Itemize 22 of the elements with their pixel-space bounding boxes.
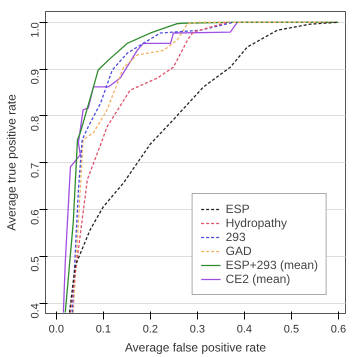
legend-label: ESP [226,202,250,216]
legend-label: Hydropathy [226,216,287,230]
y-tick-label: 0.7 [30,162,42,178]
x-tick-label: 0.5 [284,324,300,336]
y-axis-title: Average true positive rate [4,94,18,231]
y-tick-label: 0.8 [30,116,42,132]
legend-label: 293 [226,230,246,244]
y-tick-label: 1.0 [30,22,42,38]
y-tick-label: 0.4 [30,303,42,318]
x-tick-label: 0.3 [190,324,206,336]
y-tick-label: 0.6 [30,210,42,225]
y-tick-label: 0.5 [30,256,42,272]
legend-label: GAD [226,244,252,258]
x-tick-label: 0.4 [236,324,252,336]
legend-label: CE2 (mean) [226,272,290,286]
legend-label: ESP+293 (mean) [226,258,318,272]
x-tick-label: 0.1 [96,324,111,336]
y-tick-label: 0.9 [30,69,42,84]
x-tick-label: 0.0 [48,324,64,336]
x-axis-title: Average false positive rate [124,340,266,354]
x-tick-label: 0.2 [142,324,158,336]
x-tick-label: 0.6 [330,324,346,336]
